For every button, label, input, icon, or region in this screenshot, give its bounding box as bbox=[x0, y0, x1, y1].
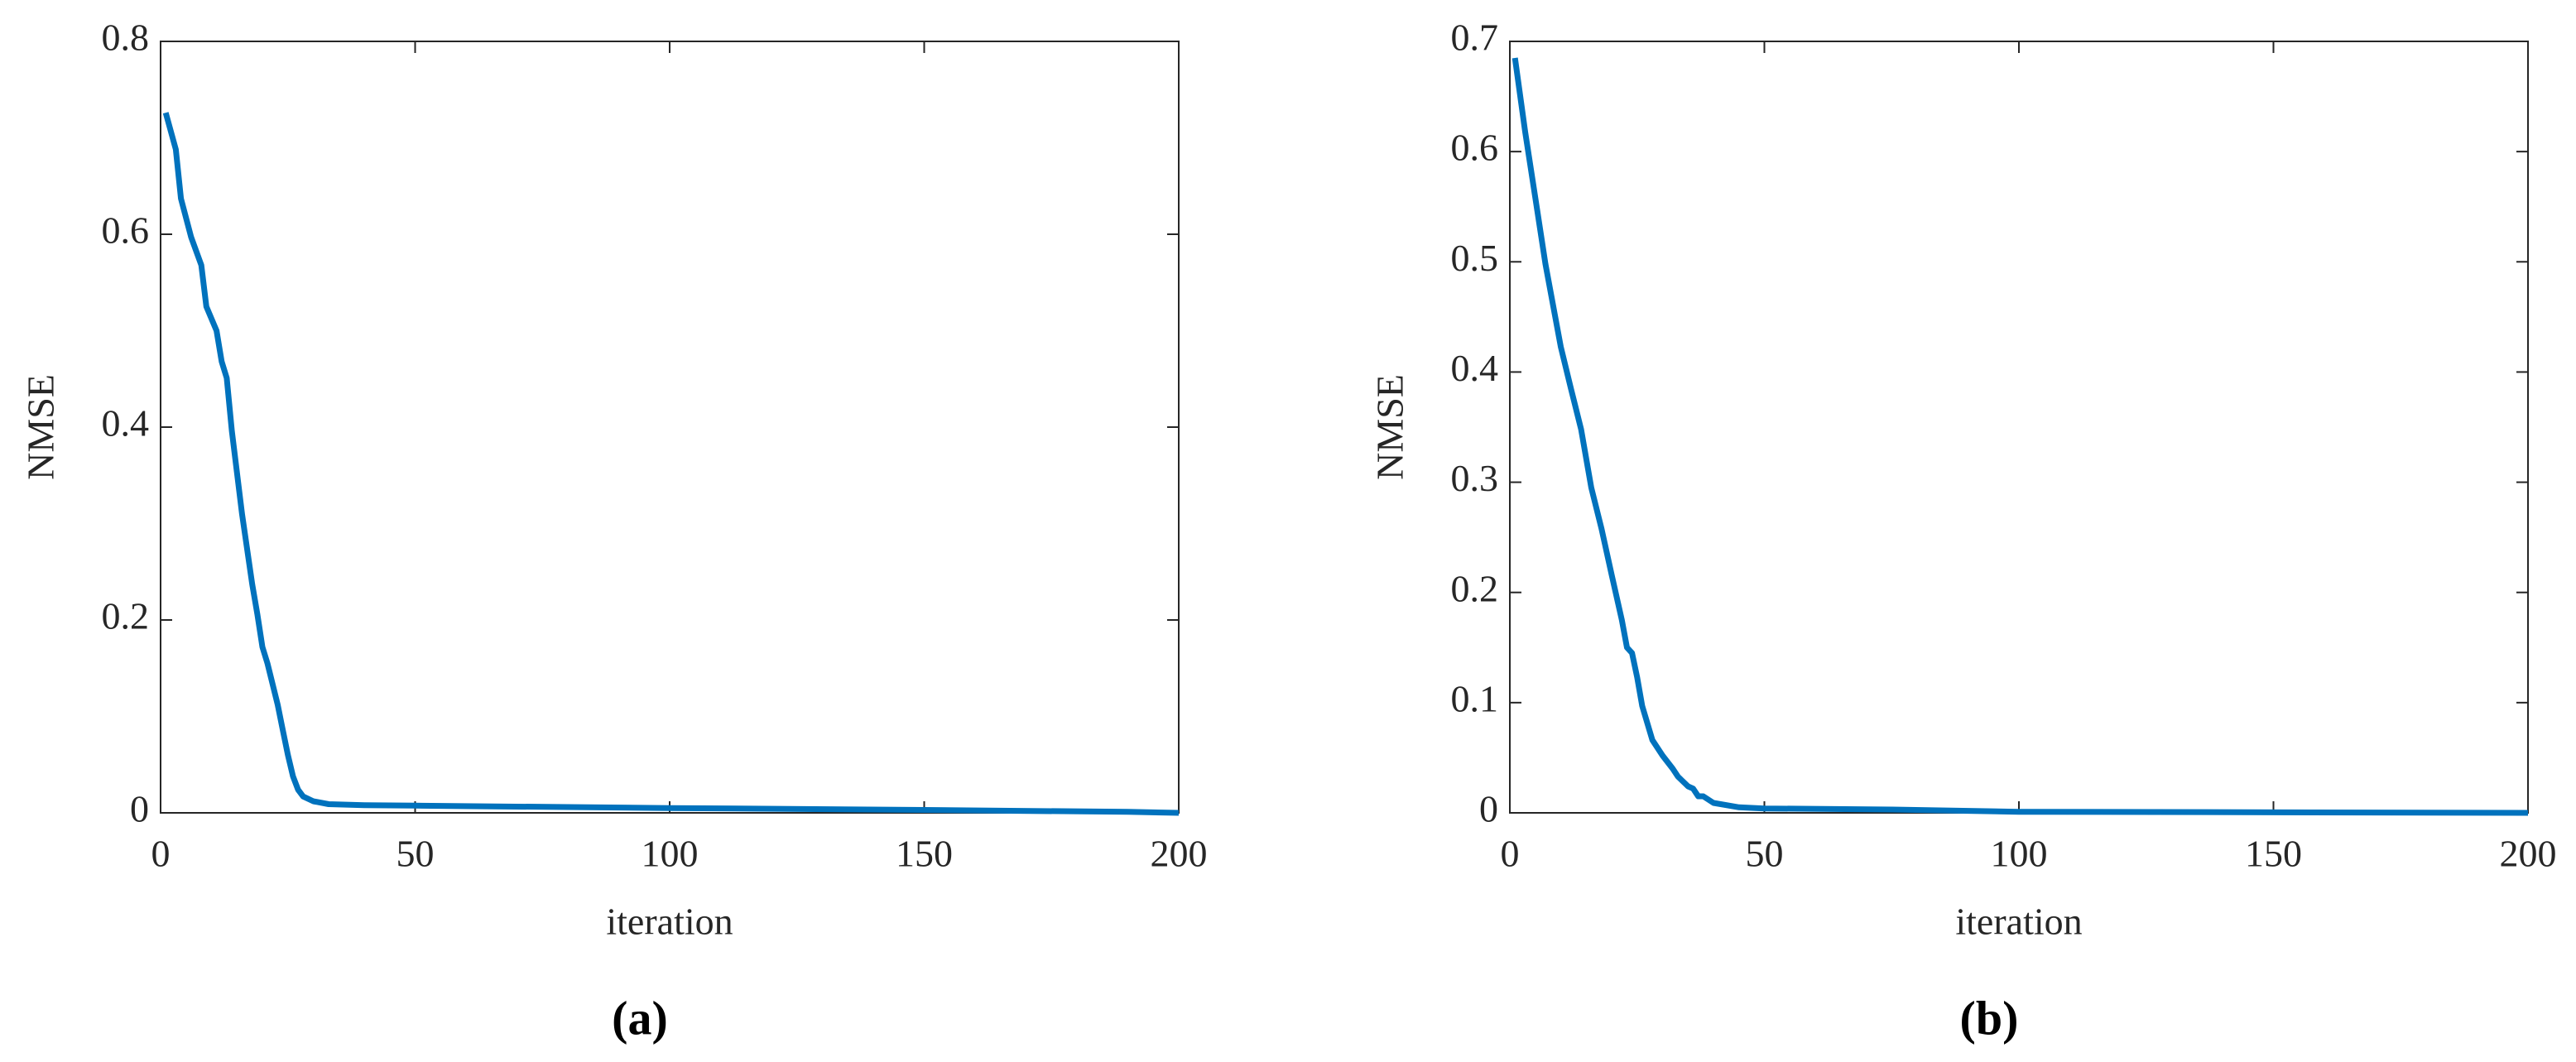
y-tick-label: 0.8 bbox=[102, 17, 150, 59]
y-tick-label: 0.2 bbox=[102, 595, 150, 637]
y-axis-label: NMSE bbox=[1369, 374, 1411, 480]
x-tick-label: 0 bbox=[1501, 833, 1520, 875]
caption: (a) bbox=[612, 991, 668, 1045]
x-tick-label: 50 bbox=[1746, 833, 1784, 875]
x-axis-label: iteration bbox=[1955, 901, 2082, 943]
x-tick-label: 100 bbox=[1991, 833, 2048, 875]
data-line bbox=[1511, 57, 2529, 816]
y-tick-label: 0 bbox=[130, 788, 149, 830]
caption: (b) bbox=[1960, 991, 2019, 1045]
y-tick-label: 0.5 bbox=[1451, 237, 1499, 279]
plot-box bbox=[1509, 41, 2529, 814]
x-tick-label: 50 bbox=[396, 833, 435, 875]
x-tick-label: 150 bbox=[2245, 833, 2302, 875]
x-axis-label: iteration bbox=[606, 901, 733, 943]
y-tick-label: 0.6 bbox=[102, 209, 150, 252]
x-tick-label: 150 bbox=[896, 833, 953, 875]
data-line bbox=[162, 112, 1180, 816]
y-tick-label: 0.2 bbox=[1451, 567, 1499, 609]
plot-box bbox=[160, 41, 1180, 814]
x-tick-label: 0 bbox=[151, 833, 171, 875]
x-tick-label: 200 bbox=[2500, 833, 2557, 875]
y-axis-label: NMSE bbox=[20, 374, 62, 480]
y-tick-label: 0 bbox=[1479, 788, 1498, 830]
y-tick-label: 0.3 bbox=[1451, 457, 1499, 499]
y-tick-label: 0.4 bbox=[1451, 347, 1499, 389]
x-tick-label: 200 bbox=[1151, 833, 1208, 875]
x-tick-label: 100 bbox=[642, 833, 699, 875]
y-tick-label: 0.1 bbox=[1451, 677, 1499, 719]
y-tick-label: 0.6 bbox=[1451, 127, 1499, 169]
y-tick-label: 0.7 bbox=[1451, 17, 1499, 59]
y-tick-label: 0.4 bbox=[102, 402, 150, 445]
